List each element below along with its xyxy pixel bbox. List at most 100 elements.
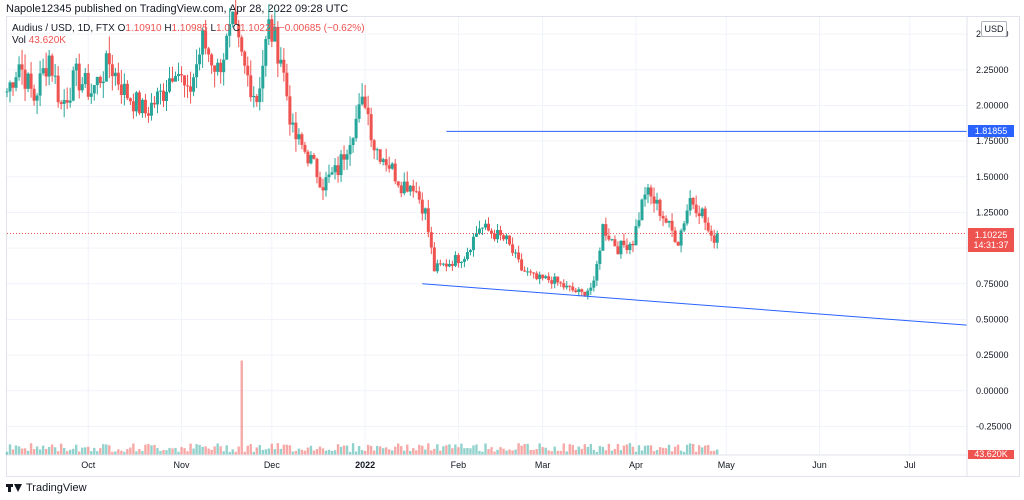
volume-bar <box>177 451 180 455</box>
candle-body <box>360 96 364 105</box>
candle-body <box>709 230 713 236</box>
candle-body <box>646 187 650 195</box>
candle-body <box>408 185 412 192</box>
candle-body <box>553 276 557 284</box>
candle-body <box>174 76 178 82</box>
volume-bar <box>288 445 292 455</box>
candle-body <box>411 185 415 192</box>
candle-body <box>604 224 608 236</box>
candle-body <box>700 208 704 217</box>
volume-bar <box>252 451 255 455</box>
candle-body <box>625 245 629 250</box>
candle-body <box>396 181 400 186</box>
candle-body <box>134 92 138 112</box>
volume-bar <box>619 450 623 455</box>
volume-bar <box>150 445 153 455</box>
candle-body <box>83 72 87 85</box>
volume-bar <box>249 444 252 455</box>
time-axis: Oct Nov Dec 2022 Feb Mar Apr May Jun Jul <box>7 454 967 470</box>
volume-bar <box>688 443 692 455</box>
volume-bar <box>652 451 656 455</box>
candle-body <box>493 233 497 240</box>
volume-bar <box>716 449 719 455</box>
candle-body <box>29 73 33 89</box>
candle-body <box>65 100 69 103</box>
candle-body <box>273 26 277 42</box>
volume-bar <box>38 449 42 455</box>
candle-body <box>252 95 256 98</box>
volume-bar <box>571 444 574 455</box>
volume-bar <box>336 444 340 455</box>
y-tick-label: 1.75000 <box>976 136 1009 146</box>
candle-body <box>122 83 126 96</box>
volume-bar <box>400 446 403 455</box>
candle-body <box>53 75 57 77</box>
volume-bar <box>457 447 460 455</box>
candle-body <box>177 74 181 77</box>
chart-frame[interactable] <box>6 16 1020 477</box>
candle-body <box>38 73 42 96</box>
countdown-label: 14:31:37 <box>973 239 1009 250</box>
x-tick-label: Jul <box>904 460 916 470</box>
volume-bar <box>303 450 307 455</box>
volume-bar <box>643 445 647 455</box>
currency-button[interactable]: USD <box>981 21 1007 37</box>
candle-body <box>318 177 322 188</box>
volume-bar <box>171 448 174 455</box>
candle-body <box>171 78 175 82</box>
candle-body <box>505 235 509 240</box>
candle-body <box>375 149 379 151</box>
y-tick-label: 2.00000 <box>976 100 1009 110</box>
candle-body <box>219 62 223 73</box>
candle-body <box>574 290 578 292</box>
candle-body <box>17 64 21 78</box>
candle-body <box>643 194 647 200</box>
candle-body <box>348 145 352 155</box>
volume-bar <box>96 451 99 455</box>
volume-bar <box>412 448 415 455</box>
candle-body <box>276 26 280 64</box>
volume-bar <box>670 451 674 455</box>
candle-body <box>471 236 475 251</box>
volume-bar <box>466 447 469 455</box>
volume-bar <box>710 451 713 455</box>
candle-body <box>496 230 500 240</box>
volume-bar <box>451 448 454 455</box>
candle-body <box>5 91 9 93</box>
candle-body <box>50 55 54 76</box>
candle-body <box>68 100 72 103</box>
volume-bar <box>309 445 313 455</box>
grid <box>7 17 967 455</box>
volume-bar <box>291 451 295 455</box>
x-tick-label: Nov <box>174 460 191 470</box>
candle-body <box>712 235 716 243</box>
candle-body <box>119 84 123 96</box>
volume-bar <box>348 451 352 455</box>
x-tick-label: Dec <box>264 460 281 470</box>
volume-bar <box>108 445 111 455</box>
volume-bar <box>397 443 400 455</box>
volume-bar <box>553 446 556 455</box>
volume-bar <box>496 449 499 455</box>
candle-body <box>511 244 515 253</box>
volume-bar <box>363 450 367 455</box>
volume-bar <box>366 444 370 455</box>
candle-body <box>8 82 12 92</box>
candle-body <box>694 204 698 214</box>
volume-bar <box>282 444 286 455</box>
candle-body <box>610 239 614 241</box>
volume-bar <box>616 444 620 455</box>
volume-bar <box>691 443 695 455</box>
candle-body <box>487 223 491 231</box>
candle-body <box>378 149 382 162</box>
candle-body <box>161 90 165 102</box>
candle-body <box>213 65 217 72</box>
volume-bar <box>102 444 105 455</box>
volume-bar <box>276 443 280 455</box>
volume-bar <box>237 446 240 455</box>
candle-body <box>432 247 436 272</box>
volume-bar <box>484 443 487 455</box>
volume-bar <box>481 451 484 455</box>
y-tick-label: 0.00000 <box>976 386 1009 396</box>
